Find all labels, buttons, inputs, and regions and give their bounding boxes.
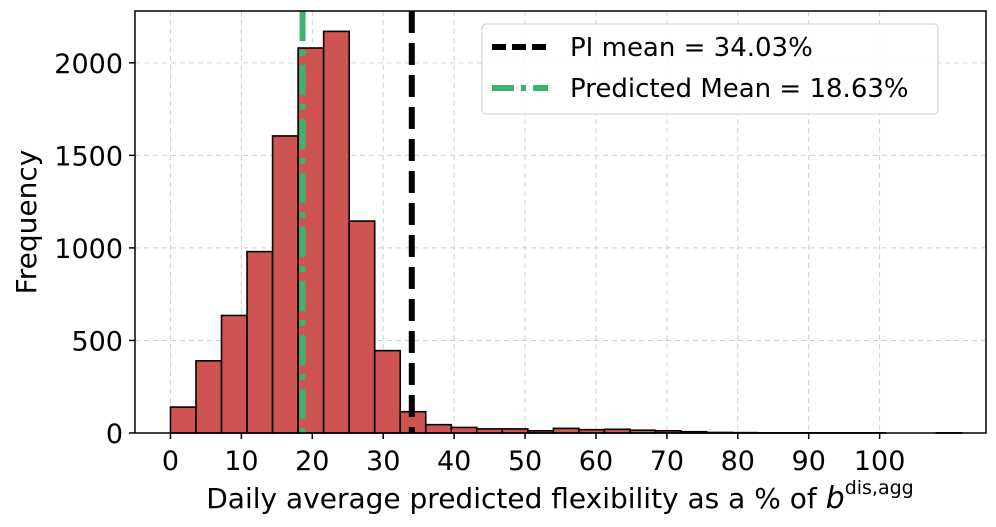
x-tick-labels: 0 10 20 30 40 50 60 70 80 90 100: [162, 446, 906, 477]
x-axis-label: Daily average predicted flexibility as a…: [206, 477, 913, 516]
x-tick-label: 40: [437, 446, 471, 477]
histogram-bars: [169, 30, 963, 434]
y-axis-label: Frequency: [10, 150, 43, 295]
x-tick-label: 60: [579, 446, 613, 477]
x-tick-label: 20: [295, 446, 329, 477]
legend-box: [481, 23, 939, 115]
histogram-bar: [450, 426, 478, 434]
y-tick-label: 500: [71, 326, 123, 357]
legend: PI mean = 34.03% Predicted Mean = 18.63%: [481, 23, 939, 115]
x-tick-label: 100: [854, 446, 906, 477]
histogram-bar: [169, 406, 197, 434]
x-tick-label: 10: [224, 446, 258, 477]
histogram-bar: [348, 220, 376, 434]
x-tick-label: 70: [650, 446, 684, 477]
y-tick-label: 2000: [54, 49, 123, 80]
y-tick-labels: 0 500 1000 1500 2000: [54, 49, 123, 450]
histogram-bar: [220, 314, 248, 434]
histogram-bar: [424, 423, 453, 434]
histogram-bar: [195, 360, 223, 434]
reference-lines: [299, 11, 415, 433]
x-tick-label: 80: [721, 446, 755, 477]
y-tick-label: 1000: [54, 234, 123, 265]
plot-frame: [134, 10, 987, 434]
x-tick-label: 0: [162, 446, 179, 477]
histogram-bar: [373, 349, 402, 434]
legend-label-pi-mean: PI mean = 34.03%: [570, 33, 813, 63]
x-axis-label-text: Daily average predicted flexibility as a…: [206, 482, 825, 515]
x-tick-label: 50: [508, 446, 542, 477]
x-tick-label: 90: [792, 446, 826, 477]
histogram-bar: [246, 250, 274, 434]
x-axis-label-math-superscript: dis,agg: [845, 477, 914, 499]
y-tick-label: 0: [106, 419, 123, 450]
legend-label-predicted-mean: Predicted Mean = 18.63%: [570, 74, 909, 104]
x-axis-label-math-base: b: [826, 481, 845, 516]
y-tick-label: 1500: [54, 141, 123, 172]
histogram-bar: [322, 30, 350, 434]
histogram-bar: [271, 135, 299, 434]
x-tick-label: 30: [366, 446, 400, 477]
axis-ticks: [129, 62, 881, 439]
